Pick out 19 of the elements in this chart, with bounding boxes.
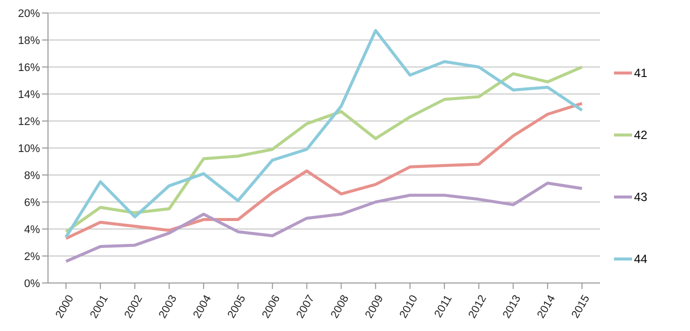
line-series xyxy=(64,66,584,234)
legend-label: 44 xyxy=(634,252,648,266)
legend-label: 42 xyxy=(634,128,648,142)
y-tick-label: 14% xyxy=(18,88,40,101)
y-tick-label: 4% xyxy=(24,224,40,236)
line-series xyxy=(64,102,584,240)
line-series xyxy=(64,182,584,263)
y-tick-label: 6% xyxy=(24,196,40,209)
y-tick-label: 20% xyxy=(18,8,40,20)
y-tick-label: 16% xyxy=(18,62,40,74)
legend-label: 41 xyxy=(634,66,648,80)
y-tick-label: 10% xyxy=(18,142,40,155)
y-tick-label: 2% xyxy=(24,250,40,263)
y-tick-label: 12% xyxy=(18,116,40,128)
y-tick-label: 8% xyxy=(24,170,40,182)
y-tick-label: 0% xyxy=(24,278,40,290)
legend-label: 43 xyxy=(634,190,648,204)
line-series xyxy=(64,29,584,239)
y-tick-label: 18% xyxy=(18,34,40,47)
